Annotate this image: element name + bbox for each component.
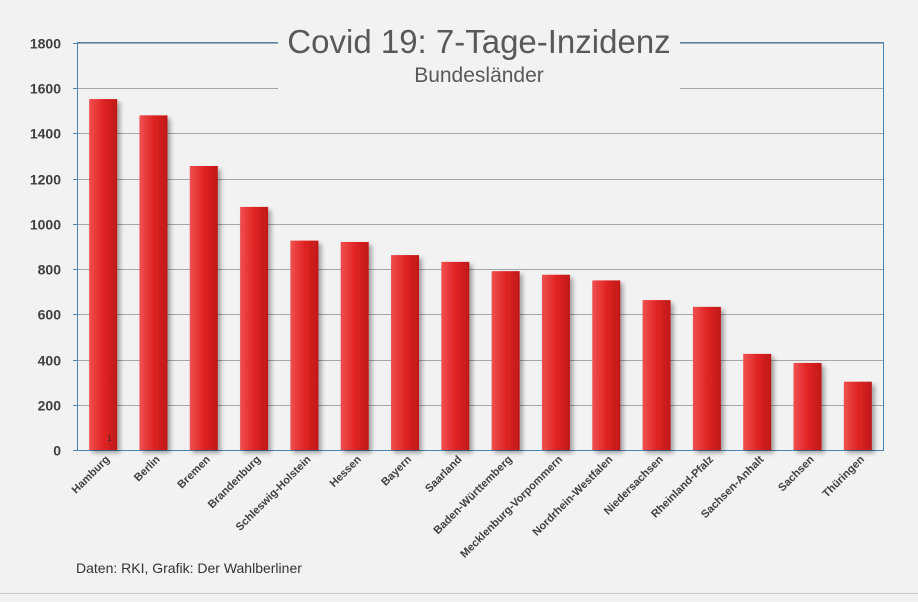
bar-mecklenburg-vorpommern — [541, 274, 570, 450]
bar-saarland — [441, 261, 470, 450]
chart-title-box: Covid 19: 7-Tage-Inzidenz Bundesländer — [278, 22, 680, 94]
x-tick-label: Hamburg — [70, 454, 113, 497]
y-tick-label: 600 — [38, 307, 62, 323]
bar-nordrhein-westfalen — [592, 280, 621, 450]
bar-baden-württemberg — [491, 271, 520, 450]
bar-hamburg — [89, 99, 118, 450]
x-tick-label: Berlin — [132, 453, 163, 484]
x-tick-label: Brandenburg — [206, 454, 263, 511]
bar-rheinland-pfalz — [692, 306, 721, 450]
x-tick-label: Bayern — [379, 453, 414, 488]
chart-title: Covid 19: 7-Tage-Inzidenz — [287, 23, 671, 60]
y-tick-label: 1600 — [30, 81, 61, 97]
y-tick-label: 0 — [53, 443, 61, 459]
y-tick-label: 1000 — [30, 217, 61, 233]
bar-schleswig-holstein — [290, 240, 319, 450]
y-tick-label: 1400 — [30, 126, 61, 142]
bar-thüringen — [843, 381, 872, 450]
source-note: Daten: RKI, Grafik: Der Wahlberliner — [76, 560, 302, 576]
bar-sachsen — [793, 362, 822, 450]
x-tick-label: Mecklenburg-Vorpommern — [458, 453, 565, 560]
bar-bayern — [391, 255, 420, 450]
y-tick-label: 800 — [38, 262, 62, 278]
bottom-divider — [0, 593, 918, 594]
y-tick-label: 1200 — [30, 172, 61, 188]
bar-bremen — [189, 166, 218, 450]
chart-subtitle: Bundesländer — [414, 64, 544, 87]
annotation-label: 1 — [107, 434, 112, 443]
bar-niedersachsen — [642, 300, 671, 450]
x-tick-label: Bremen — [175, 453, 213, 491]
x-tick-label: Sachsen — [776, 453, 817, 494]
y-tick-label: 400 — [38, 353, 62, 369]
x-tick-label: Thüringen — [820, 453, 867, 500]
y-tick-label: 1800 — [30, 36, 61, 52]
x-tick-label: Saarland — [423, 454, 464, 495]
x-tick-label: Hessen — [328, 453, 364, 489]
bar-berlin — [139, 115, 168, 450]
bar-brandenburg — [240, 206, 269, 450]
y-tick-label: 200 — [38, 398, 62, 414]
bar-sachsen-anhalt — [743, 353, 772, 450]
bar-hessen — [340, 241, 369, 450]
